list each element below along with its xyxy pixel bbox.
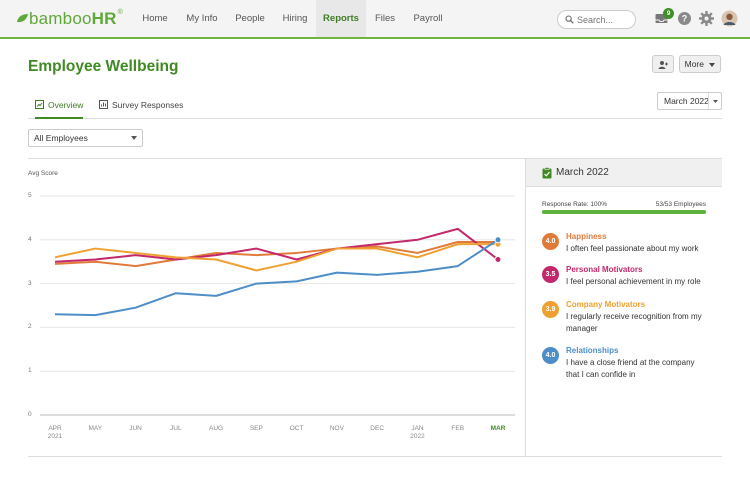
metric-title: Relationships — [566, 346, 619, 355]
series-line[interactable] — [54, 238, 499, 317]
score-badge: 4.0 — [542, 233, 559, 250]
nav-home[interactable]: Home — [142, 13, 168, 24]
x-tick-label: SEP — [249, 425, 263, 432]
data-point[interactable] — [494, 236, 502, 244]
y-tick-label: 3 — [28, 279, 32, 287]
page-title: Employee Wellbeing — [28, 58, 179, 75]
x-tick-label: DEC — [370, 425, 385, 432]
x-tick-label: OCT — [289, 425, 304, 432]
tab-survey-responses[interactable]: Survey Responses — [99, 94, 183, 119]
nav-payroll[interactable]: Payroll — [413, 13, 443, 24]
x-tick-label: FEB — [451, 425, 465, 432]
metric-title: Personal Motivators — [566, 265, 643, 274]
gear-icon[interactable] — [698, 10, 715, 27]
month-select-value: March 2022 — [664, 96, 709, 106]
y-tick-label: 2 — [28, 323, 32, 331]
series-line[interactable] — [54, 227, 499, 263]
logo-registered-mark: ® — [117, 9, 123, 16]
summary-title: March 2022 — [556, 167, 609, 178]
add-person-icon — [658, 60, 668, 69]
x-tick-label: MAR — [490, 425, 506, 432]
metric-title: Happiness — [566, 232, 607, 241]
wellbeing-panel: Avg Score 5 4 3 2 1 0 APR 2021 MAY JUN JUL AUG SEP O… — [28, 158, 722, 457]
search-input[interactable] — [577, 13, 633, 26]
nav-hiring[interactable]: Hiring — [282, 13, 308, 24]
more-button[interactable]: More — [679, 55, 721, 73]
logo-text: bambooHR — [29, 9, 117, 28]
bamboohr-logo[interactable]: bambooHR ® — [15, 9, 123, 29]
user-avatar[interactable] — [721, 10, 738, 27]
leaf-icon — [17, 14, 28, 23]
svg-text:?: ? — [682, 14, 688, 24]
search-icon — [565, 15, 574, 24]
more-button-label: More — [684, 59, 704, 69]
tab-overview-label: Overview — [48, 100, 84, 110]
month-select-toggle[interactable] — [708, 93, 721, 109]
employee-filter-select[interactable]: All Employees — [28, 129, 143, 147]
overview-icon — [35, 100, 44, 110]
line-chart: Avg Score 5 4 3 2 1 0 APR 2021 MAY JUN JUL AUG SEP O… — [28, 159, 525, 457]
x-tick-label: JUL — [170, 425, 182, 432]
top-nav: bambooHR ® Home My Info People Hiring Re… — [0, 0, 750, 39]
summary-header: March 2022 — [526, 159, 722, 187]
response-rate-bar — [542, 210, 706, 214]
score-badge: 3.9 — [542, 301, 559, 318]
metric-description: I often feel passionate about my work — [566, 244, 699, 253]
chart-svg — [40, 195, 515, 416]
x-tick-label: MAY — [88, 425, 103, 432]
y-tick-label: 5 — [28, 192, 32, 199]
survey-icon — [99, 100, 108, 110]
add-person-button[interactable] — [652, 55, 674, 73]
x-tick-label: JUN — [129, 425, 142, 432]
nav-reports[interactable]: Reports — [316, 0, 366, 37]
metric-title: Company Motivators — [566, 300, 646, 309]
nav-files[interactable]: Files — [374, 13, 396, 24]
data-point[interactable] — [494, 256, 502, 264]
help-icon[interactable]: ? — [676, 10, 693, 27]
y-tick-label: 0 — [28, 411, 32, 418]
tab-survey-responses-label: Survey Responses — [112, 100, 184, 110]
response-rate-fill — [542, 210, 706, 214]
metric-description: I regularly receive recognition from my … — [566, 312, 702, 333]
x-tick-label: JAN 2022 — [410, 425, 425, 440]
clipboard-check-icon — [542, 167, 552, 179]
series-line[interactable] — [54, 243, 498, 272]
metric-description: I have a close friend at the company tha… — [566, 358, 695, 379]
caret-down-icon — [709, 62, 716, 67]
employee-filter-value: All Employees — [34, 133, 88, 143]
nav-people[interactable]: People — [235, 13, 265, 24]
score-badge: 3.5 — [542, 266, 559, 283]
response-rate-label: Response Rate: 100% — [542, 201, 608, 208]
month-select[interactable]: March 2022 — [657, 92, 722, 110]
nav-my-info[interactable]: My Info — [186, 13, 218, 24]
x-tick-label: NOV — [329, 425, 344, 432]
metric-description: I feel personal achievement in my role — [566, 277, 701, 286]
report-tabs: Overview Survey Responses — [28, 94, 722, 119]
inbox-count-badge: 9 — [663, 8, 674, 19]
caret-down-icon — [131, 136, 137, 140]
chevron-down-icon — [713, 100, 718, 103]
response-count: 53/53 Employees — [655, 201, 706, 208]
tab-overview[interactable]: Overview — [35, 94, 84, 119]
score-badge: 4.0 — [542, 347, 559, 364]
y-tick-label: 4 — [28, 235, 32, 243]
y-tick-label: 1 — [28, 367, 32, 375]
month-summary-panel: March 2022 Response Rate: 100% 53/53 Emp… — [525, 159, 722, 457]
y-axis-title: Avg Score — [28, 170, 58, 177]
x-tick-label: AUG — [209, 425, 224, 432]
search-box[interactable] — [557, 10, 636, 29]
x-tick-label: APR 2021 — [47, 425, 63, 440]
